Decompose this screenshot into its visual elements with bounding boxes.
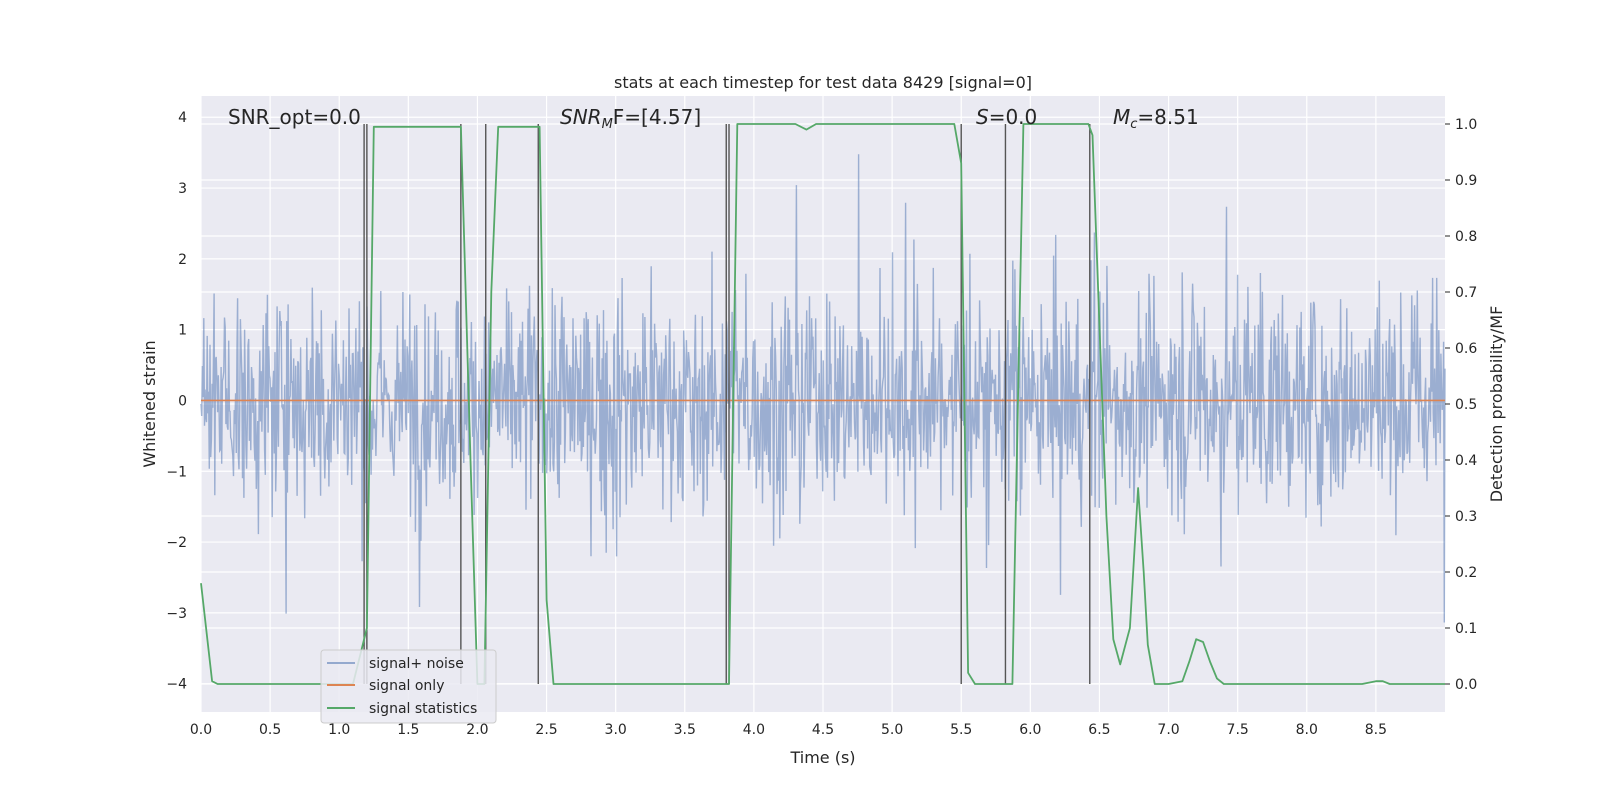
y-tick-label-left: 0 xyxy=(178,393,187,409)
y-tick-label-left: −2 xyxy=(166,535,187,551)
x-tick-label: 5.5 xyxy=(950,722,972,738)
x-tick-label: 6.0 xyxy=(1019,722,1041,738)
y-tick-label-left: −1 xyxy=(166,464,187,480)
y-tick-label-left: −4 xyxy=(166,677,187,693)
y-tick-label-right: 0.1 xyxy=(1455,621,1477,637)
y-tick-label-right: 0.2 xyxy=(1455,565,1477,581)
y-tick-label-right: 0.4 xyxy=(1455,453,1477,469)
annotation-s: S=0.0 xyxy=(976,105,1037,129)
annotation-snr-opt: SNR_opt=0.0 xyxy=(228,105,361,129)
y-tick-label-right: 0.5 xyxy=(1455,397,1477,413)
x-tick-label: 7.5 xyxy=(1227,722,1249,738)
y-tick-label-right: 0.6 xyxy=(1455,341,1477,357)
legend: signal+ noise signal only signal statist… xyxy=(320,649,497,724)
x-tick-label: 2.5 xyxy=(535,722,557,738)
y-tick-label-left: 2 xyxy=(178,252,187,268)
x-tick-label: 0.5 xyxy=(259,722,281,738)
x-tick-label: 4.5 xyxy=(812,722,834,738)
annotation-snr-mf: SNRMF=[4.57] xyxy=(560,105,701,132)
legend-box xyxy=(320,649,497,724)
y-axis-label-left: Whitened strain xyxy=(140,340,159,467)
statistics-line xyxy=(200,123,1445,685)
legend-label-statistics: signal statistics xyxy=(369,701,477,717)
x-tick-label: 8.0 xyxy=(1296,722,1318,738)
x-tick-label: 6.5 xyxy=(1088,722,1110,738)
x-tick-label: 1.0 xyxy=(328,722,350,738)
x-tick-label: 2.0 xyxy=(466,722,488,738)
annotation-mc: Mc=8.51 xyxy=(1113,105,1199,132)
y-tick-label-left: −3 xyxy=(166,606,187,622)
x-tick-label: 8.5 xyxy=(1365,722,1387,738)
x-tick-label: 3.5 xyxy=(674,722,696,738)
series-signal-statistics xyxy=(200,123,1445,685)
y-tick-label-right: 0.0 xyxy=(1455,677,1477,693)
y-tick-label-right: 0.7 xyxy=(1455,285,1477,301)
x-tick-label: 3.0 xyxy=(605,722,627,738)
y-tick-label-right: 0.9 xyxy=(1455,173,1477,189)
series-signal-noise xyxy=(200,154,1446,623)
y-tick-label-right: 0.3 xyxy=(1455,509,1477,525)
legend-label-signal-only: signal only xyxy=(369,678,444,694)
y-tick-label-left: 4 xyxy=(178,110,187,126)
x-tick-label: 1.5 xyxy=(397,722,419,738)
x-tick-label: 5.0 xyxy=(881,722,903,738)
legend-label-noise: signal+ noise xyxy=(369,656,464,672)
x-axis-label: Time (s) xyxy=(789,748,855,767)
chart-title: stats at each timestep for test data 842… xyxy=(614,73,1032,92)
x-tick-label: 4.0 xyxy=(743,722,765,738)
y-tick-label-left: 3 xyxy=(178,181,187,197)
y-tick-label-left: 1 xyxy=(178,323,187,339)
x-tick-label: 0.0 xyxy=(190,722,212,738)
x-tick-label: 7.0 xyxy=(1157,722,1179,738)
noise-trace xyxy=(200,154,1446,623)
tick-labels: 0.0 0.5 1.0 1.5 2.0 2.5 3.0 3.5 4.0 4.5 5.0 5.5 6.0 6… xyxy=(166,110,1477,738)
y-tick-label-right: 0.8 xyxy=(1455,229,1477,245)
y-axis-label-right: Detection probability/MF xyxy=(1487,306,1506,503)
y-tick-label-right: 1.0 xyxy=(1455,117,1477,133)
